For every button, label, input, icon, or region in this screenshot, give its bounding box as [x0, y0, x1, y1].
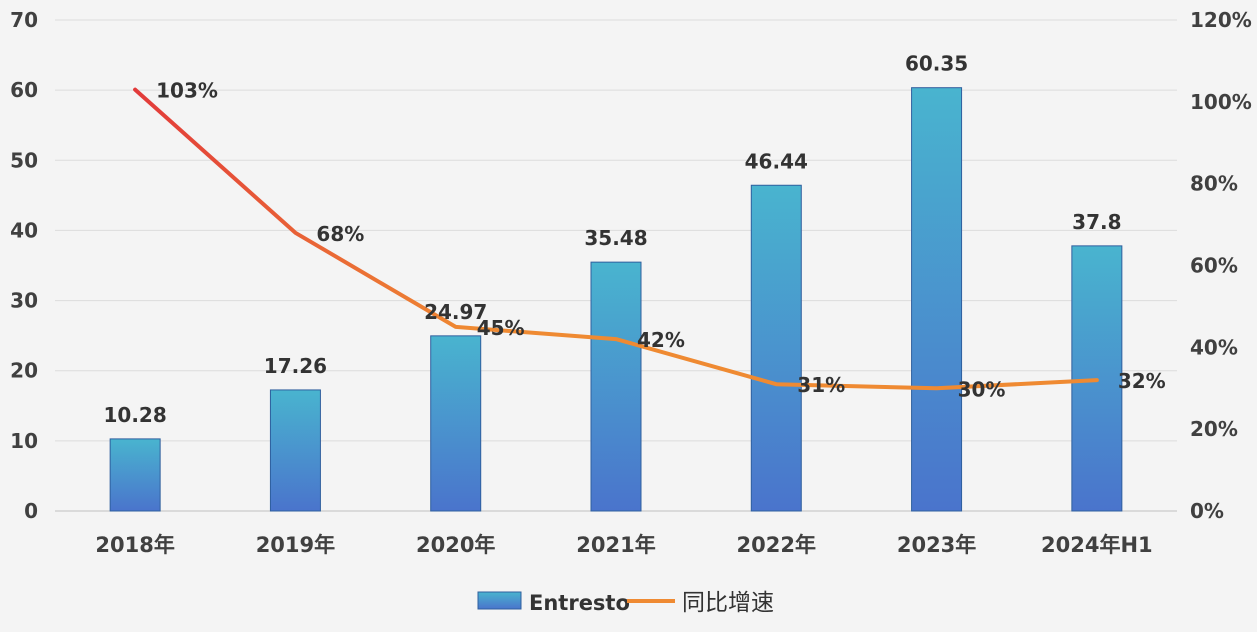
- bar-value-label: 24.97: [424, 300, 487, 324]
- line-value-label: 32%: [1118, 369, 1166, 393]
- y-left-tick-label: 0: [24, 499, 38, 523]
- bar-value-label: 17.26: [264, 354, 327, 378]
- y-left-tick-label: 40: [10, 218, 38, 242]
- line-value-label: 30%: [958, 377, 1006, 401]
- bar: [590, 261, 642, 512]
- bar-series: [109, 87, 1123, 512]
- y-left-tick-label: 60: [10, 78, 38, 102]
- y-right-tick-label: 20%: [1190, 417, 1238, 441]
- x-axis: 2018年 2019年 2020年 2021年 2022年 2023年 2024年H1: [95, 533, 1152, 557]
- x-category-label: 2021年: [576, 533, 655, 557]
- line-value-label: 45%: [477, 316, 525, 340]
- y-left-tick-label: 20: [10, 359, 38, 383]
- y-left-tick-label: 70: [10, 8, 38, 32]
- y-right-tick-label: 0%: [1190, 499, 1224, 523]
- line-value-label: 31%: [797, 373, 845, 397]
- y-right-tick-label: 120%: [1190, 8, 1252, 32]
- legend-swatch-bar: [477, 591, 522, 610]
- bar: [750, 184, 802, 512]
- y-left-tick-label: 10: [10, 429, 38, 453]
- bar-value-label: 10.28: [104, 403, 167, 427]
- bar: [109, 438, 161, 512]
- bar-value-label: 60.35: [905, 52, 968, 76]
- y-right-tick-label: 100%: [1190, 90, 1252, 114]
- bar: [911, 87, 963, 512]
- bar: [430, 335, 482, 512]
- line-value-label: 103%: [156, 79, 218, 103]
- line-value-label: 68%: [316, 222, 364, 246]
- legend-label-bar: Entresto: [529, 591, 630, 615]
- y-axis-right: 0% 20% 40% 60% 80% 100% 120%: [1190, 8, 1252, 523]
- bar-value-label: 35.48: [584, 226, 647, 250]
- y-axis-left: 0 10 20 30 40 50 60 70: [10, 8, 38, 523]
- y-right-tick-label: 40%: [1190, 335, 1238, 359]
- y-right-tick-label: 80%: [1190, 172, 1238, 196]
- bar: [269, 389, 321, 512]
- y-left-tick-label: 30: [10, 289, 38, 313]
- data-labels: 10.28 17.26 24.97 35.48 46.44 60.35 37.8 103% 68…: [104, 52, 1166, 427]
- line-value-label: 42%: [637, 328, 685, 352]
- legend-label-line: 同比增速: [682, 590, 774, 616]
- x-category-label: 2018年: [95, 533, 174, 557]
- bar-value-label: 37.8: [1072, 210, 1121, 234]
- y-left-tick-label: 50: [10, 148, 38, 172]
- legend: Entresto 同比增速: [477, 590, 774, 616]
- x-category-label: 2022年: [737, 533, 816, 557]
- bar-value-label: 46.44: [745, 149, 808, 173]
- x-category-label: 2023年: [897, 533, 976, 557]
- x-category-label: 2020年: [416, 533, 495, 557]
- line-series: [133, 87, 1099, 391]
- y-right-tick-label: 60%: [1190, 254, 1238, 278]
- x-category-label: 2024年H1: [1041, 533, 1153, 557]
- x-category-label: 2019年: [256, 533, 335, 557]
